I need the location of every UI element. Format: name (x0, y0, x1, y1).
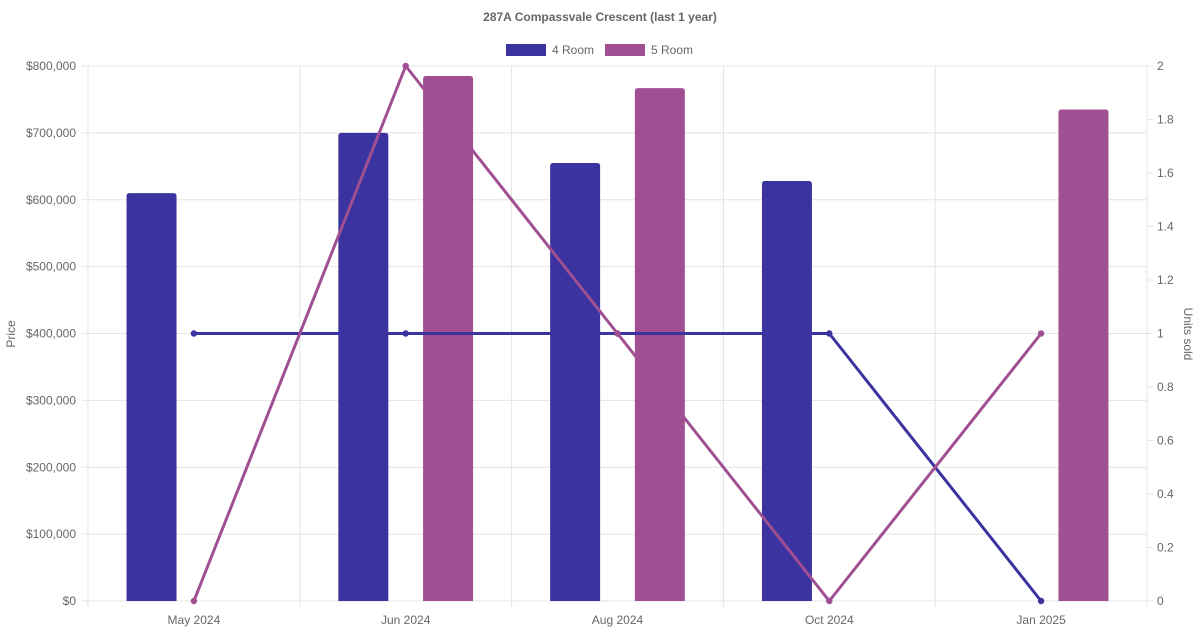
x-tick-label-oct-2024: Oct 2024 (805, 613, 854, 627)
y-right-tick-label: 1.8 (1157, 113, 1174, 127)
y-left-tick-label: $100,000 (26, 527, 76, 541)
y-right-tick-label: 0 (1157, 594, 1164, 608)
point-5-room-oct-2024[interactable] (826, 597, 833, 605)
point-5-room-jun-2024[interactable] (402, 62, 409, 70)
y-right-tick-label: 1 (1157, 327, 1164, 341)
bar-5-room-jan-2025[interactable] (1058, 109, 1109, 601)
legend[interactable]: 4 Room 5 Room (506, 43, 693, 57)
y-right-tick-label: 2 (1157, 59, 1164, 73)
y-left-tick-label: $500,000 (26, 260, 76, 274)
y-axis-right-title: Units sold (1181, 308, 1195, 361)
y-right-tick-label: 0.4 (1157, 487, 1174, 501)
y-left-tick-label: $200,000 (26, 460, 76, 474)
legend-swatch-5-room[interactable] (605, 44, 645, 56)
x-tick-label-aug-2024: Aug 2024 (592, 613, 644, 627)
bar-5-room-aug-2024[interactable] (634, 88, 685, 602)
y-left-tick-label: $600,000 (26, 193, 76, 207)
y-right-tick-label: 1.2 (1157, 273, 1174, 287)
line-series (190, 62, 1045, 605)
bar-4-room-may-2024[interactable] (126, 193, 177, 601)
point-4-room-may-2024[interactable] (190, 330, 198, 337)
point-4-room-oct-2024[interactable] (826, 330, 833, 337)
y-right-tick-label: 1.4 (1157, 220, 1174, 234)
y-left-tick-label: $800,000 (26, 59, 76, 73)
y-right-tick-label: 0.8 (1157, 380, 1174, 394)
bar-4-room-aug-2024[interactable] (550, 162, 601, 601)
x-tick-label-jan-2025: Jan 2025 (1016, 613, 1066, 627)
point-5-room-aug-2024[interactable] (614, 330, 621, 337)
y-right-tick-label: 0.2 (1157, 541, 1174, 555)
y-right-tick-label: 1.6 (1157, 166, 1174, 180)
chart-title: 287A Compassvale Crescent (last 1 year) (483, 10, 717, 24)
x-tick-label-jun-2024: Jun 2024 (381, 613, 431, 627)
y-left-tick-label: $0 (63, 594, 77, 608)
bar-4-room-jun-2024[interactable] (338, 132, 389, 601)
point-5-room-jan-2025[interactable] (1037, 330, 1045, 337)
legend-swatch-4-room[interactable] (506, 44, 546, 56)
y-left-tick-label: $400,000 (26, 327, 76, 341)
y-left-tick-label: $300,000 (26, 393, 76, 407)
y-left-tick-label: $700,000 (26, 126, 76, 140)
bar-5-room-jun-2024[interactable] (423, 76, 474, 601)
point-5-room-may-2024[interactable] (190, 597, 198, 605)
y-axis-left-title: Price (4, 320, 18, 348)
y-right-tick-label: 0.6 (1157, 434, 1174, 448)
bar-4-room-oct-2024[interactable] (761, 181, 812, 601)
legend-label-5-room[interactable]: 5 Room (651, 43, 693, 57)
x-tick-label-may-2024: May 2024 (168, 613, 221, 627)
point-4-room-jan-2025[interactable] (1037, 597, 1045, 605)
point-4-room-jun-2024[interactable] (402, 330, 409, 337)
axes: $0 $100,000 $200,000 $300,000 $400,000 $500,0… (26, 59, 1174, 627)
legend-label-4-room[interactable]: 4 Room (552, 43, 594, 57)
bar-series (126, 76, 1109, 602)
